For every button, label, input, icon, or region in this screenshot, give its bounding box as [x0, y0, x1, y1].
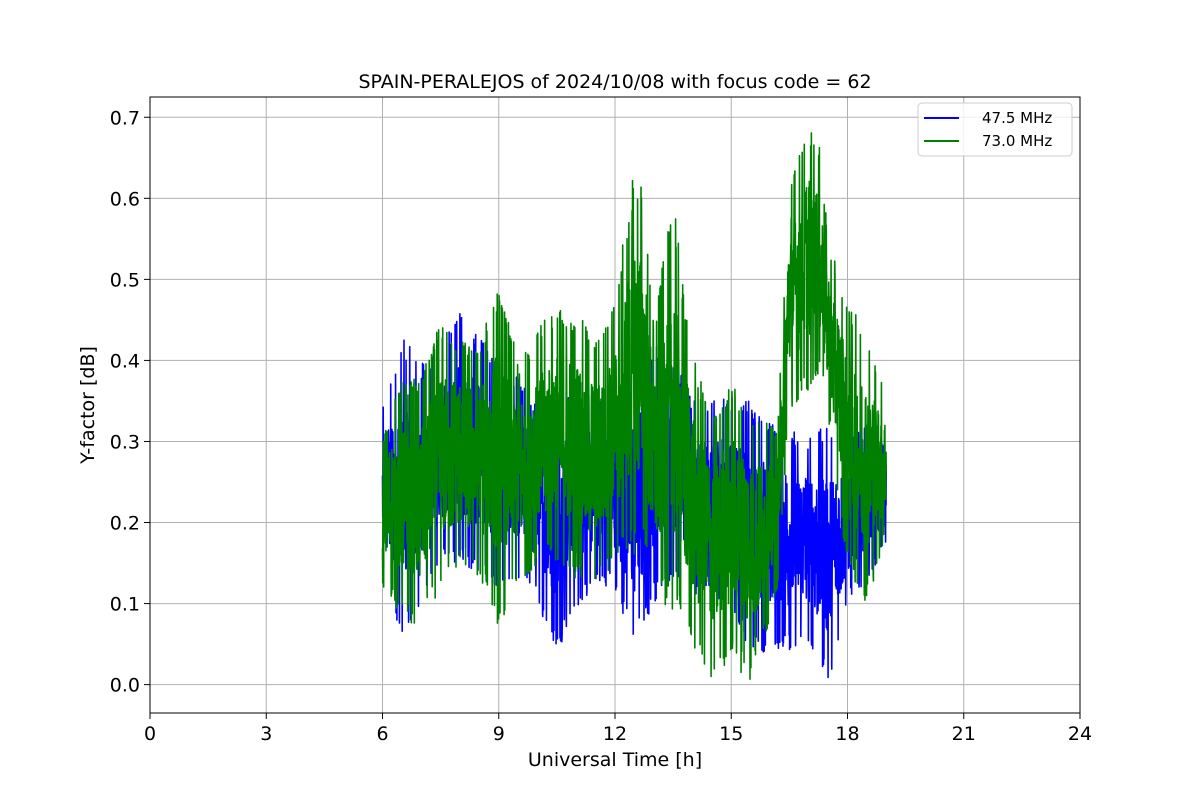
legend-box	[917, 102, 1073, 157]
x-tick-label: 15	[719, 723, 743, 745]
y-tick-label: 0.6	[110, 188, 140, 210]
y-tick-label: 0.0	[110, 675, 140, 697]
x-tick-label: 18	[835, 723, 859, 745]
x-tick-label: 9	[493, 723, 505, 745]
y-axis-label: Y-factor [dB]	[77, 346, 99, 465]
y-tick-label: 0.3	[110, 431, 140, 453]
axis-ticks: 0 3 6 9 12 15 18 21 24 0.0 0.1 0.2 0.3 0.4 0.5 0.6 0.7	[110, 107, 1092, 745]
x-axis-label: Universal Time [h]	[528, 749, 702, 771]
x-tick-label: 21	[952, 723, 976, 745]
y-tick-label: 0.1	[110, 594, 140, 616]
series-line-73-0	[381, 132, 888, 680]
x-tick-label: 12	[603, 723, 627, 745]
y-tick-label: 0.5	[110, 269, 140, 291]
y-tick-label: 0.7	[110, 107, 140, 129]
y-tick-label: 0.2	[110, 513, 140, 535]
y-tick-label: 0.4	[110, 350, 140, 372]
x-tick-label: 6	[376, 723, 388, 745]
series-layer	[381, 132, 888, 680]
x-tick-label: 3	[260, 723, 272, 745]
legend-label-73-0: 73.0 MHz	[982, 132, 1052, 150]
chart-title: SPAIN-PERALEJOS of 2024/10/08 with focus…	[358, 71, 871, 93]
legend: 47.5 MHz 73.0 MHz	[917, 102, 1073, 157]
x-tick-label: 24	[1068, 723, 1092, 745]
legend-label-47-5: 47.5 MHz	[982, 109, 1052, 127]
x-tick-label: 0	[144, 723, 156, 745]
